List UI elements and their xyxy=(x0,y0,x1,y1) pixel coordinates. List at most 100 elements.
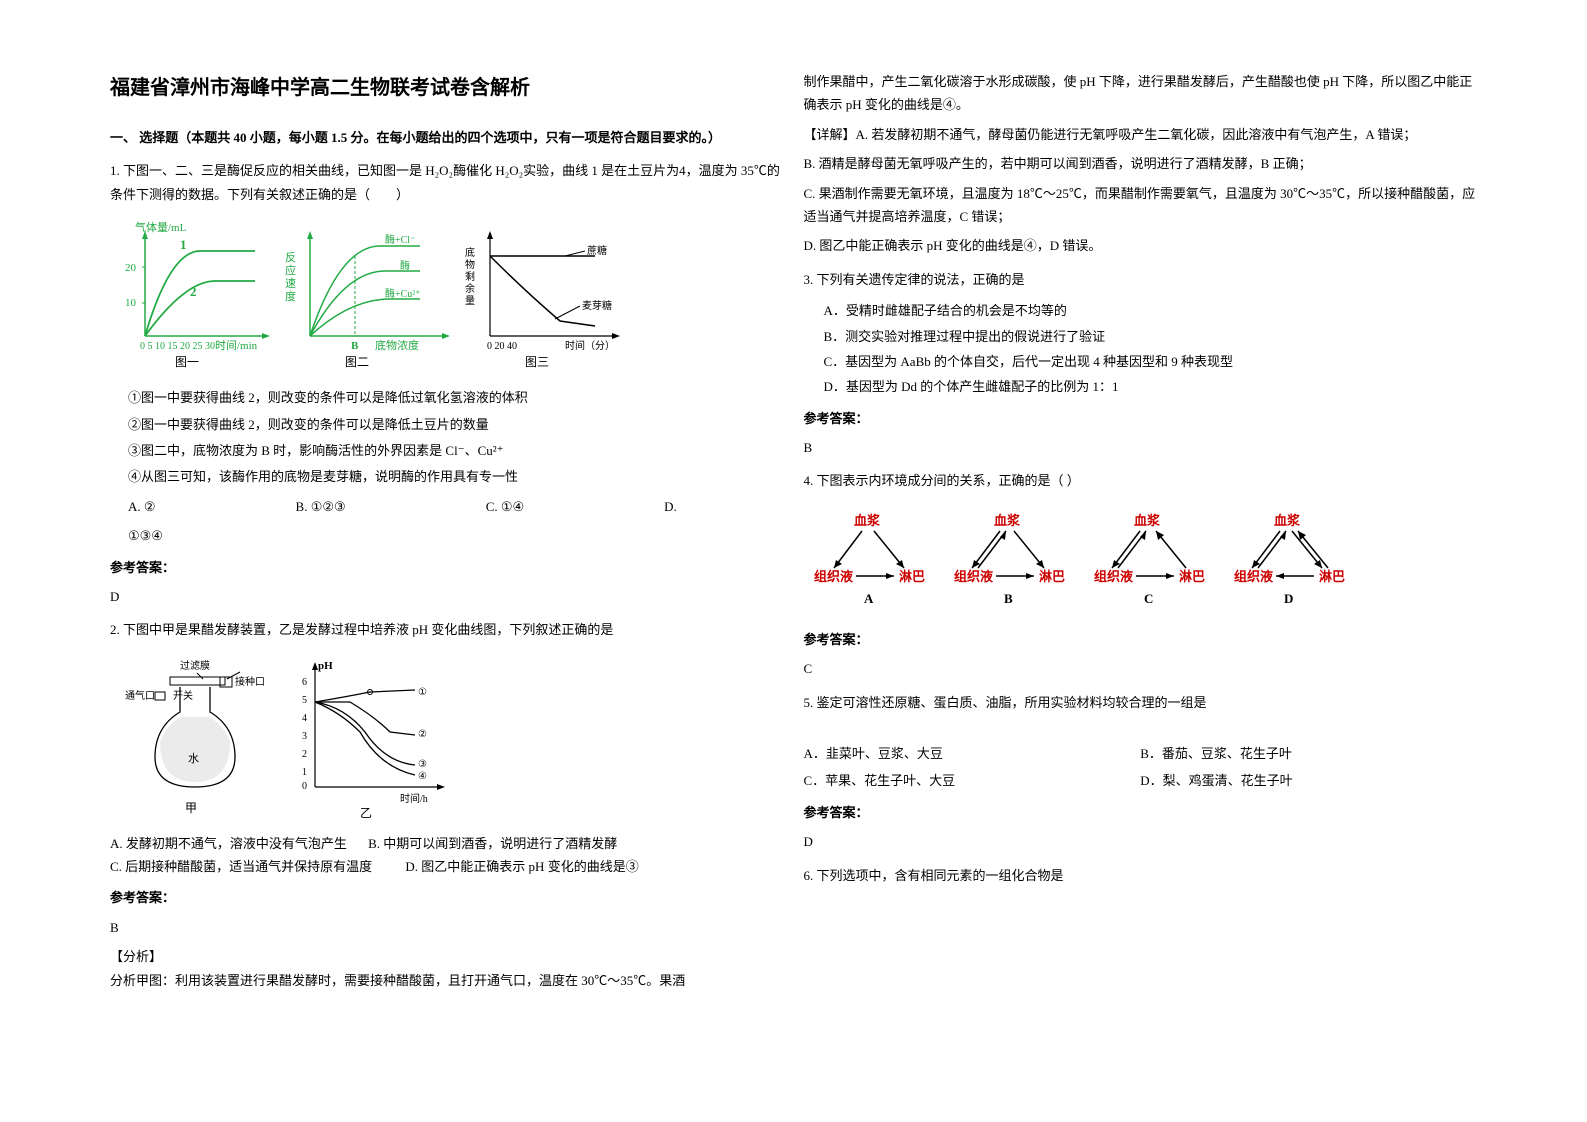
q4-diagram: 血浆 组织液 淋巴 A 血浆 组织液 淋巴 xyxy=(804,503,1478,618)
q5-row1: A．韭菜叶、豆浆、大豆 B．番茄、豆浆、花生子叶 xyxy=(804,742,1478,765)
q3-optD: D．基因型为 Dd 的个体产生雌雄配子的比例为 1：1 xyxy=(824,375,1478,398)
q1-optB: B. ①②③ xyxy=(296,495,346,518)
question-5: 5. 鉴定可溶性还原糖、蛋白质、油脂，所用实验材料均较合理的一组是 A．韭菜叶、… xyxy=(804,691,1478,854)
q3-optB: B．测交实验对推理过程中提出的假说进行了验证 xyxy=(824,325,1478,348)
q5-optC: C．苹果、花生子叶、大豆 xyxy=(804,769,1141,792)
c3-yl3: 剩 xyxy=(465,270,475,283)
left-column: 福建省漳州市海峰中学高二生物联考试卷含解析 一、 选择题（本题共 40 小题，每… xyxy=(100,70,794,1082)
yi-caption: 乙 xyxy=(360,806,372,820)
col2-pA: A. 若发酵初期不通气，酵母菌仍能进行无氧呼吸产生二氧化碳，因此溶液中有气泡产生… xyxy=(856,127,1417,142)
c2-line2: 酶 xyxy=(400,259,410,272)
c3-caption: 图三 xyxy=(525,355,549,369)
svg-text:组织液: 组织液 xyxy=(1234,569,1273,584)
q1-optC: C. ①④ xyxy=(486,495,524,518)
q3-options: A．受精时雌雄配子结合的机会是不均等的 B．测交实验对推理过程中提出的假说进行了… xyxy=(824,299,1478,399)
question-3: 3. 下列有关遗传定律的说法，正确的是 A．受精时雌雄配子结合的机会是不均等的 … xyxy=(804,268,1478,460)
c2-xlabel: 底物浓度 xyxy=(375,338,419,352)
c1-y1: 20 xyxy=(125,262,137,274)
q2-optB: B. 中期可以闻到酒香，说明进行了酒精发酵 xyxy=(368,836,617,851)
c2-yl2: 应 xyxy=(285,263,296,277)
yi-l2: ② xyxy=(418,729,427,740)
c1-ylabel: 气体量/mL xyxy=(135,220,187,234)
jia-l1: 过滤膜 xyxy=(180,659,210,672)
q4-panel-d: 血浆 组织液 淋巴 D xyxy=(1234,513,1345,606)
c2-yl3: 速 xyxy=(285,277,296,290)
c1-y2: 10 xyxy=(125,297,137,309)
col2-detail-label: 【详解】 xyxy=(804,127,856,142)
right-column: 制作果醋中，产生二氧化碳溶于水形成碳酸，使 pH 下降，进行果醋发酵后，产生醋酸… xyxy=(794,70,1488,1082)
q4-answer-label: 参考答案： xyxy=(804,628,1478,651)
c1-l2: 2 xyxy=(190,284,197,299)
q1-optD: D. xyxy=(664,495,677,518)
col2-p1: 制作果醋中，产生二氧化碳溶于水形成碳酸，使 pH 下降，进行果醋发酵后，产生醋酸… xyxy=(804,70,1478,117)
svg-text:血浆: 血浆 xyxy=(854,513,881,528)
c3-yl5: 量 xyxy=(465,295,475,307)
q1-optA: A. ② xyxy=(128,495,156,518)
q5-answer-label: 参考答案： xyxy=(804,801,1478,824)
q1-item4: ④从图三可知，该酶作用的底物是麦芽糖，说明酶的作用具有专一性 xyxy=(128,465,784,488)
svg-text:组织液: 组织液 xyxy=(954,569,993,584)
c2-yl4: 度 xyxy=(285,289,296,303)
q1-options: A. ② B. ①②③ C. ①④ D. xyxy=(128,495,784,518)
col2-detail: 【详解】A. 若发酵初期不通气，酵母菌仍能进行无氧呼吸产生二氧化碳，因此溶液中有… xyxy=(804,123,1478,146)
q1-optD2: ①③④ xyxy=(128,524,784,547)
yi-l1: ① xyxy=(418,687,427,698)
q2-analysis1: 分析甲图：利用该装置进行果醋发酵时，需要接种醋酸菌，且打开通气口，温度在 30℃… xyxy=(110,969,784,992)
c3-yl2: 物 xyxy=(465,258,475,271)
svg-text:淋巴: 淋巴 xyxy=(1179,569,1205,584)
col2-pD: D. 图乙中能正确表示 pH 变化的曲线是④，D 错误。 xyxy=(804,234,1478,257)
yi-yt1: 5 xyxy=(302,695,307,706)
c1-caption: 图一 xyxy=(175,355,199,369)
q2-figures: 过滤膜 接种口 通气口 开关 水 甲 xyxy=(110,652,784,822)
q3-optA: A．受精时雌雄配子结合的机会是不均等的 xyxy=(824,299,1478,322)
yi-ylabel: pH xyxy=(318,660,333,672)
q3-answer: B xyxy=(804,436,1478,459)
c2-xtick: B xyxy=(351,340,359,352)
jia-caption: 甲 xyxy=(185,801,197,815)
question-2: 2. 下图中甲是果醋发酵装置，乙是发酵过程中培养液 pH 变化曲线图，下列叙述正… xyxy=(110,618,784,992)
q5-optB: B．番茄、豆浆、花生子叶 xyxy=(1140,742,1477,765)
c3-xlabel: 时间（分） xyxy=(565,339,615,352)
q2-text: 2. 下图中甲是果醋发酵装置，乙是发酵过程中培养液 pH 变化曲线图，下列叙述正… xyxy=(110,618,784,641)
q5-text: 5. 鉴定可溶性还原糖、蛋白质、油脂，所用实验材料均较合理的一组是 xyxy=(804,691,1478,714)
c2-caption: 图二 xyxy=(345,355,369,369)
yi-yt5: 1 xyxy=(302,767,307,778)
q5-answer: D xyxy=(804,830,1478,853)
q3-text: 3. 下列有关遗传定律的说法，正确的是 xyxy=(804,268,1478,291)
svg-text:B: B xyxy=(1004,591,1013,606)
q2-optD: D. 图乙中能正确表示 pH 变化的曲线是③ xyxy=(405,859,638,874)
yi-l3: ③ xyxy=(418,759,427,770)
exam-title: 福建省漳州市海峰中学高二生物联考试卷含解析 xyxy=(110,70,784,106)
q2-optA: A. 发酵初期不通气，溶液中没有气泡产生 xyxy=(110,836,347,851)
c2-yl1: 反 xyxy=(285,251,296,264)
c3-xticks: 0 20 40 xyxy=(487,341,517,352)
q1-item3: ③图二中，底物浓度为 B 时，影响酶活性的外界因素是 Cl⁻、Cu²⁺ xyxy=(128,439,784,462)
svg-text:组织液: 组织液 xyxy=(814,569,853,584)
jia-l5: 水 xyxy=(188,752,199,765)
q1-item1: ①图一中要获得曲线 2，则改变的条件可以是降低过氧化氢溶液的体积 xyxy=(128,386,784,409)
svg-text:C: C xyxy=(1144,591,1153,606)
yi-l4: ④ xyxy=(418,771,427,782)
svg-text:淋巴: 淋巴 xyxy=(899,569,925,584)
c1-xticks: 0 5 10 15 20 25 30 xyxy=(140,341,215,352)
q5-optA: A．韭菜叶、豆浆、大豆 xyxy=(804,742,1141,765)
q1-item2: ②图一中要获得曲线 2，则改变的条件可以是降低土豆片的数量 xyxy=(128,413,784,436)
q4-text: 4. 下图表示内环境成分间的关系，正确的是（ ） xyxy=(804,469,1478,492)
q2-answer: B xyxy=(110,916,784,939)
q4-svg: 血浆 组织液 淋巴 A 血浆 组织液 淋巴 xyxy=(804,503,1364,618)
q3-optC: C．基因型为 AaBb 的个体自交，后代一定出现 4 种基因型和 9 种表现型 xyxy=(824,350,1478,373)
q2-opts-row1: A. 发酵初期不通气，溶液中没有气泡产生 B. 中期可以闻到酒香，说明进行了酒精… xyxy=(110,832,784,855)
q3-answer-label: 参考答案： xyxy=(804,407,1478,430)
svg-text:血浆: 血浆 xyxy=(994,513,1021,528)
svg-text:血浆: 血浆 xyxy=(1134,513,1161,528)
col2-pB: B. 酒精是酵母菌无氧呼吸产生的，若中期可以闻到酒香，说明进行了酒精发酵，B 正… xyxy=(804,152,1478,175)
q5-optD: D．梨、鸡蛋清、花生子叶 xyxy=(1140,769,1477,792)
c1-l1: 1 xyxy=(180,237,187,252)
jia-l2: 接种口 xyxy=(235,675,265,688)
q2-charts-svg: 过滤膜 接种口 通气口 开关 水 甲 xyxy=(110,652,460,822)
svg-text:淋巴: 淋巴 xyxy=(1319,569,1345,584)
question-1: 1. 下图一、二、三是酶促反应的相关曲线，已知图一是 H₂O₂酶催化 H₂O₂实… xyxy=(110,159,784,608)
q2-opts-row2: C. 后期接种醋酸菌，适当通气并保持原有温度 D. 图乙中能正确表示 pH 变化… xyxy=(110,855,784,878)
svg-text:组织液: 组织液 xyxy=(1094,569,1133,584)
yi-xlabel: 时间/h xyxy=(400,792,428,805)
